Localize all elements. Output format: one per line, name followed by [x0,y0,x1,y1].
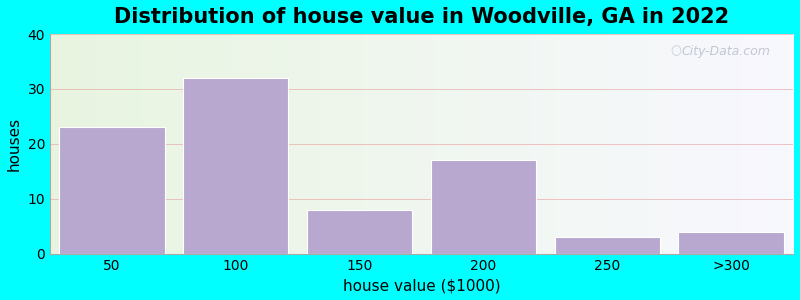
Bar [183,78,288,254]
Y-axis label: houses: houses [7,117,22,171]
Bar [678,232,784,253]
X-axis label: house value ($1000): house value ($1000) [342,278,500,293]
Bar [554,237,660,254]
Bar [431,160,536,254]
Bar [59,128,165,254]
Bar [307,210,412,254]
Text: City-Data.com: City-Data.com [682,45,770,58]
Title: Distribution of house value in Woodville, GA in 2022: Distribution of house value in Woodville… [114,7,729,27]
Text: ○: ○ [670,44,682,57]
